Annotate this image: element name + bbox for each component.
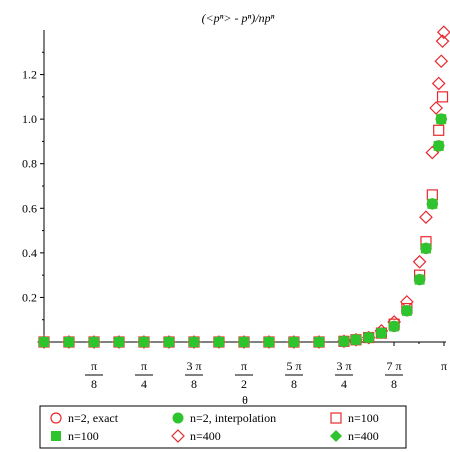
data-point-diamond-filled: [375, 327, 388, 340]
legend-marker: [51, 431, 61, 441]
legend-label: n=2, exact: [68, 411, 119, 425]
y-tick-label: 0.8: [22, 157, 37, 171]
y-tick-label: 0.2: [22, 290, 37, 304]
legend-label: n=2, interpolation: [190, 411, 276, 425]
x-tick-numerator: π: [91, 359, 97, 373]
x-tick-numerator: 5 π: [286, 359, 301, 373]
data-point-diamond-open: [429, 101, 444, 115]
data-point-diamond-filled: [400, 304, 413, 317]
chart-title: (<pⁿ> - pⁿ)/npⁿ: [202, 11, 275, 25]
data-point-diamond-filled: [88, 336, 101, 348]
data-point-square-open: [436, 91, 449, 103]
legend-label: n=100: [68, 429, 99, 443]
x-tick-label: π: [441, 359, 447, 373]
data-point-diamond-filled: [62, 336, 75, 348]
data-point-diamond-filled: [419, 242, 432, 255]
y-tick-label: 0.4: [22, 246, 37, 260]
data-point-diamond-open: [435, 34, 450, 48]
legend-label: n=400: [348, 429, 379, 443]
legend-marker: [330, 430, 342, 442]
data-point-diamond-filled: [349, 333, 362, 346]
x-tick-numerator: 3 π: [186, 359, 201, 373]
data-point-diamond-filled: [163, 336, 176, 348]
data-point-diamond-open: [419, 210, 433, 225]
data-point-diamond-open: [431, 76, 446, 91]
x-tick-numerator: 3 π: [336, 359, 351, 373]
x-tick-denominator: 4: [341, 377, 347, 391]
data-point-diamond-filled: [413, 273, 426, 286]
data-point-diamond-filled: [287, 336, 300, 348]
data-point-diamond-filled: [187, 336, 200, 348]
y-tick-label: 1.2: [22, 68, 37, 82]
x-tick-numerator: 7 π: [386, 359, 401, 373]
data-point-diamond-filled: [388, 320, 401, 333]
x-tick-denominator: 8: [91, 377, 97, 391]
data-point-diamond-open: [436, 25, 450, 40]
data-point-diamond-filled: [313, 336, 326, 348]
data-points: [37, 25, 450, 349]
data-point-diamond-filled: [212, 336, 225, 348]
x-tick-numerator: π: [241, 359, 247, 373]
data-point-diamond-filled: [112, 336, 125, 348]
x-axis-label: θ: [242, 393, 248, 407]
data-point-diamond-open: [434, 54, 449, 69]
y-tick-label: 0.6: [22, 201, 37, 215]
x-tick-denominator: 8: [391, 377, 397, 391]
legend-marker: [171, 429, 185, 443]
data-point-diamond-filled: [137, 336, 150, 348]
data-point-diamond-open: [412, 254, 427, 269]
x-tick-numerator: π: [141, 359, 147, 373]
legend-marker: [172, 412, 184, 424]
data-point-diamond-filled: [238, 336, 251, 348]
data-point-diamond-filled: [435, 113, 448, 126]
data-point-diamond-filled: [337, 335, 350, 348]
data-point-diamond-filled: [426, 197, 439, 210]
legend: n=2, exact n=2, interpolation n=100 n=100 n=…: [39, 405, 407, 449]
x-tick-denominator: 2: [241, 377, 247, 391]
x-tick-denominator: 8: [291, 377, 297, 391]
x-axis-ticks: π 8 π 4 3 π 8 π 2 5 π 8 3 π 4 7 π 8 π: [68, 342, 447, 391]
data-point-square-open: [433, 124, 445, 136]
legend-box: [39, 405, 407, 449]
y-tick-label: 1.0: [22, 112, 37, 126]
legend-label: n=100: [348, 411, 379, 425]
legend-marker: [50, 412, 62, 424]
x-tick-denominator: 4: [141, 377, 147, 391]
data-point-diamond-filled: [262, 336, 275, 348]
data-point-diamond-filled: [38, 336, 50, 348]
legend-marker: [330, 412, 342, 424]
legend-label: n=400: [190, 429, 221, 443]
x-tick-denominator: 8: [191, 377, 197, 391]
y-axis-ticks: 0.2 0.4 0.6 0.8 1.0 1.2: [22, 51, 44, 321]
data-point-diamond-filled: [432, 139, 445, 152]
data-point-diamond-filled: [362, 331, 375, 344]
